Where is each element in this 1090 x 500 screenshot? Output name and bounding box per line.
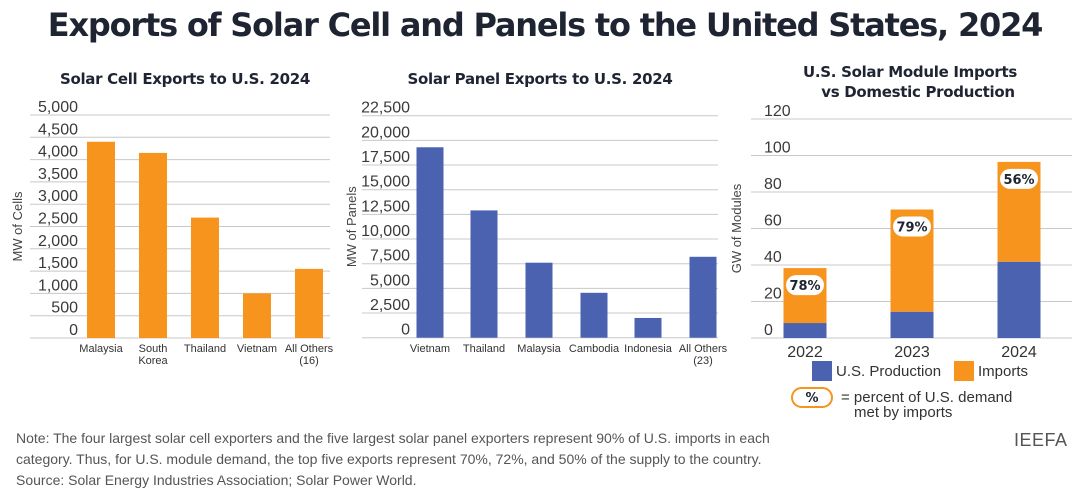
x-tick-label: All Others bbox=[285, 343, 334, 355]
source-line: Source: Solar Energy Industries Associat… bbox=[16, 472, 417, 488]
x-tick-label: (16) bbox=[299, 355, 319, 367]
x-tick-label: Malaysia bbox=[79, 343, 123, 355]
y-tick-label: 0 bbox=[764, 322, 773, 339]
x-tick-label: Cambodia bbox=[569, 343, 620, 355]
y-tick-label: 40 bbox=[764, 249, 782, 266]
y-tick-label: 80 bbox=[764, 176, 782, 193]
y-tick-label: 4,500 bbox=[38, 121, 78, 138]
legend-label-production: U.S. Production bbox=[836, 363, 941, 380]
y-tick-label: 7,500 bbox=[370, 248, 410, 265]
chart-title: vs Domestic Production bbox=[821, 83, 1015, 101]
y-axis-label: MW of Cells bbox=[10, 191, 25, 262]
x-tick-label: Vietnam bbox=[237, 343, 277, 355]
legend-pct-symbol: % bbox=[805, 391, 818, 406]
bar bbox=[191, 217, 219, 338]
legend-pct-note: met by imports bbox=[854, 404, 952, 421]
y-tick-label: 3,000 bbox=[38, 188, 78, 205]
pct-badge bbox=[786, 275, 824, 296]
bar bbox=[525, 262, 553, 338]
bar bbox=[416, 147, 444, 338]
note-line-2: category. Thus, for U.S. module demand, … bbox=[16, 451, 762, 467]
y-tick-label: 1,500 bbox=[38, 255, 78, 272]
y-tick-label: 17,500 bbox=[361, 149, 410, 166]
y-tick-label: 22,500 bbox=[361, 100, 410, 117]
brand-logo: IEEFA bbox=[1014, 430, 1068, 450]
y-tick-label: 500 bbox=[51, 300, 78, 317]
y-tick-label: 120 bbox=[764, 103, 791, 120]
bar bbox=[470, 210, 498, 338]
legend-swatch-production bbox=[812, 361, 832, 381]
y-tick-label: 0 bbox=[401, 322, 410, 339]
x-tick-label: Korea bbox=[138, 355, 168, 367]
footnote: Note: The four largest solar cell export… bbox=[16, 428, 916, 491]
legend-label-imports: Imports bbox=[978, 363, 1028, 380]
y-tick-label: 100 bbox=[764, 140, 791, 157]
legend-pct-note: = percent of U.S. demand bbox=[841, 389, 1012, 406]
pct-label: 79% bbox=[896, 221, 927, 236]
x-tick-label: 2023 bbox=[894, 344, 930, 361]
x-tick-label: (23) bbox=[693, 355, 713, 367]
x-tick-label: South bbox=[139, 343, 168, 355]
y-tick-label: 20 bbox=[764, 286, 782, 303]
y-tick-label: 0 bbox=[69, 322, 78, 339]
y-tick-label: 5,000 bbox=[38, 99, 78, 116]
y-tick-label: 5,000 bbox=[370, 272, 410, 289]
y-tick-label: 60 bbox=[764, 213, 782, 230]
x-tick-label: 2024 bbox=[1001, 344, 1037, 361]
pct-badge bbox=[893, 216, 931, 237]
y-tick-label: 2,000 bbox=[38, 233, 78, 250]
x-tick-label: Thailand bbox=[184, 343, 226, 355]
x-tick-label: Indonesia bbox=[624, 343, 673, 355]
x-tick-label: Thailand bbox=[463, 343, 505, 355]
y-tick-label: 20,000 bbox=[361, 124, 410, 141]
bar bbox=[689, 256, 717, 338]
y-axis-label: MW of Panels bbox=[344, 186, 359, 267]
y-tick-label: 2,500 bbox=[38, 211, 78, 228]
y-axis-label: GW of Modules bbox=[729, 183, 744, 273]
y-tick-label: 12,500 bbox=[361, 198, 410, 215]
x-tick-label: All Others bbox=[679, 343, 728, 355]
main-title: Exports of Solar Cell and Panels to the … bbox=[47, 6, 1044, 44]
stacked-bar-segment bbox=[997, 261, 1041, 338]
pct-badge bbox=[1000, 168, 1038, 189]
y-tick-label: 2,500 bbox=[370, 297, 410, 314]
stacked-bar-segment bbox=[783, 323, 827, 338]
y-tick-label: 4,000 bbox=[38, 144, 78, 161]
bar bbox=[139, 152, 167, 338]
y-tick-label: 1,000 bbox=[38, 277, 78, 294]
bar bbox=[634, 317, 662, 338]
note-line-1: Note: The four largest solar cell export… bbox=[16, 430, 770, 446]
bar bbox=[87, 141, 115, 338]
y-tick-label: 15,000 bbox=[361, 174, 410, 191]
y-tick-label: 10,000 bbox=[361, 223, 410, 240]
chart-title: U.S. Solar Module Imports bbox=[803, 63, 1017, 81]
pct-label: 78% bbox=[789, 279, 820, 294]
charts-canvas: Solar Cell Exports to U.S. 2024 0 500 1,000… bbox=[10, 63, 1072, 421]
x-tick-label: Malaysia bbox=[517, 343, 561, 355]
chart-title: Solar Cell Exports to U.S. 2024 bbox=[60, 70, 310, 88]
y-tick-label: 3,500 bbox=[38, 166, 78, 183]
bar bbox=[580, 292, 608, 338]
bar bbox=[295, 268, 323, 338]
bar bbox=[243, 293, 271, 338]
x-tick-label: Vietnam bbox=[410, 343, 450, 355]
x-tick-label: 2022 bbox=[787, 344, 823, 361]
legend-swatch-imports bbox=[954, 361, 974, 381]
pct-label: 56% bbox=[1003, 173, 1034, 188]
stacked-bar-segment bbox=[890, 311, 934, 338]
chart-title: Solar Panel Exports to U.S. 2024 bbox=[407, 70, 672, 88]
legend-pct-badge bbox=[791, 387, 833, 408]
